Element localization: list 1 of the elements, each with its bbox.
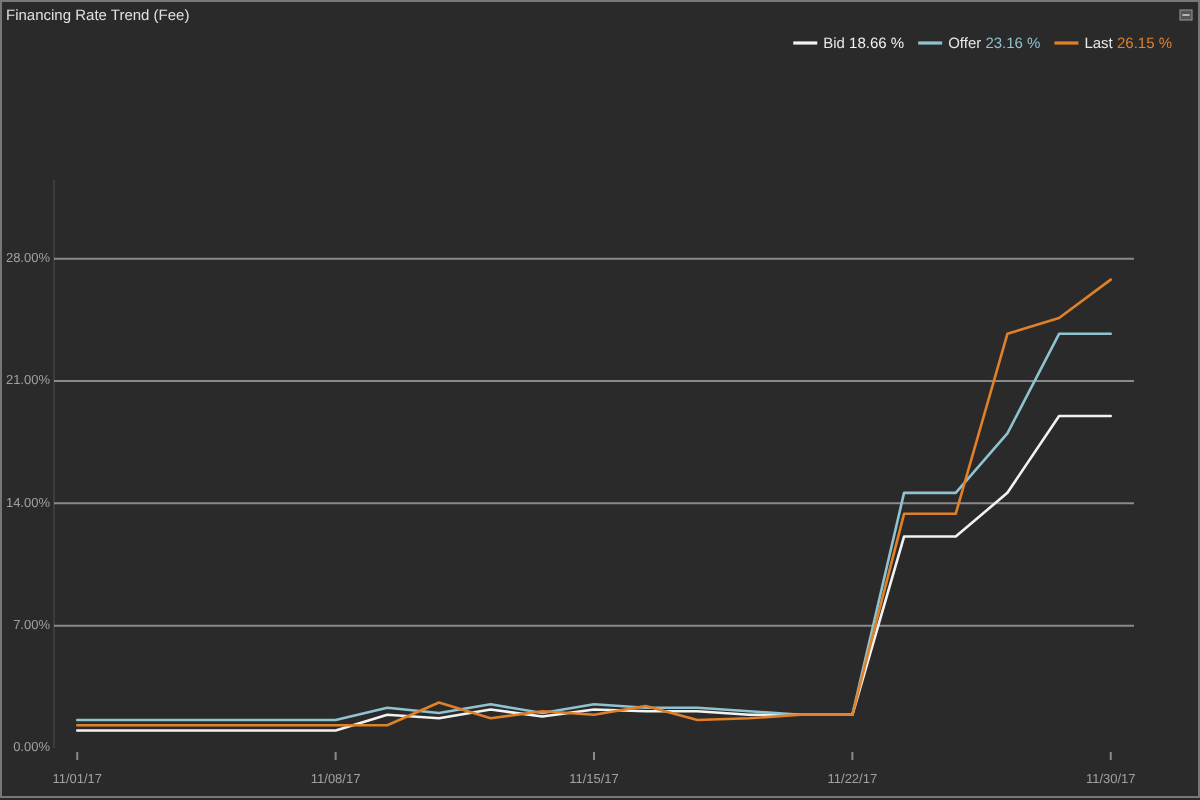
line-series — [75, 414, 1113, 732]
